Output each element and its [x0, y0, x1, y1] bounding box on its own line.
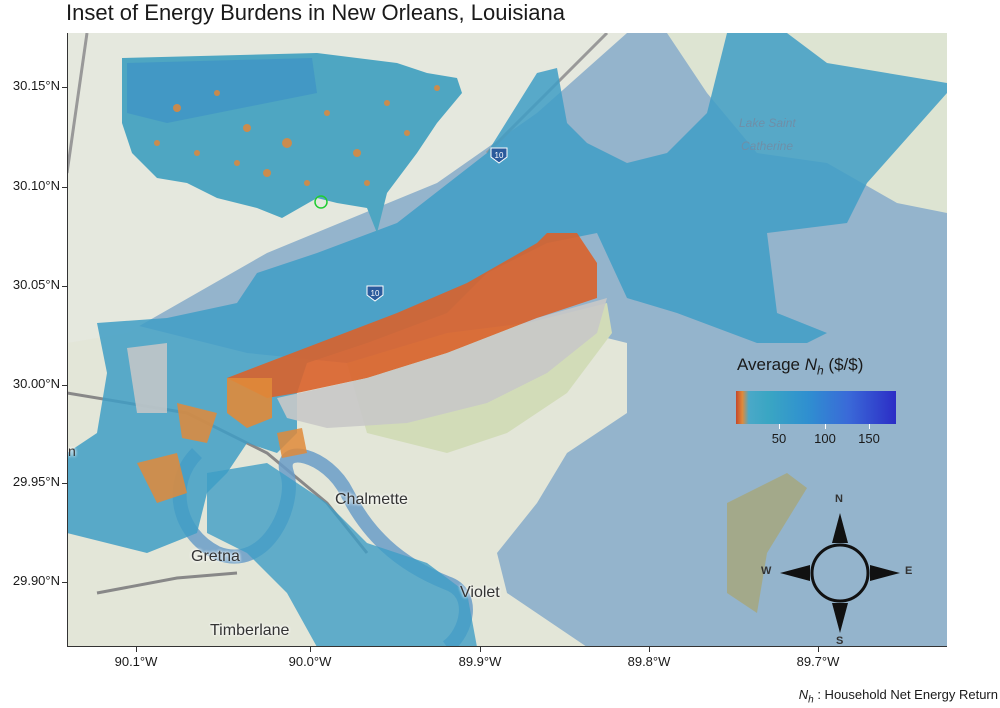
legend-title-subscript: h: [817, 363, 824, 378]
legend-title-prefix: Average: [737, 355, 805, 374]
choropleth-region-high-return[interactable]: [67, 33, 947, 553]
legend-title: Average Nh ($/$): [737, 355, 863, 377]
inset-location-marker: [314, 195, 328, 209]
place-label-violet: Violet: [460, 584, 500, 601]
y-tick-mark: [62, 483, 67, 484]
no-data-region: [127, 343, 167, 413]
y-tick-mark: [62, 582, 67, 583]
caption-symbol: N: [798, 687, 809, 702]
compass-w: W: [761, 565, 772, 577]
map-panel[interactable]: 10 10 Chalmette Gretna Violet Timberlane…: [67, 33, 947, 647]
caption-subscript: h: [808, 694, 814, 706]
compass-s: S: [836, 635, 844, 647]
x-tick-mark: [136, 647, 137, 652]
y-tick-mark: [62, 187, 67, 188]
compass-e: E: [905, 565, 913, 577]
us-inset-hotspots: [154, 85, 440, 186]
legend-tick-label: 150: [858, 431, 880, 446]
legend-tick-label: 50: [771, 431, 787, 446]
choropleth-region-high-return[interactable]: [207, 463, 477, 647]
compass-n: N: [835, 493, 843, 505]
y-tick-label: 29.95°N: [12, 474, 60, 489]
legend-tick-label: 100: [814, 431, 836, 446]
interstate-shield-1: 10: [490, 147, 508, 164]
y-tick-mark: [62, 385, 67, 386]
place-label-gretna: Gretna: [191, 548, 240, 565]
y-tick-mark: [62, 286, 67, 287]
y-tick-label: 30.05°N: [12, 277, 60, 292]
highway: [96, 571, 238, 595]
choropleth-patch[interactable]: [227, 378, 272, 428]
compass-rose: [780, 513, 900, 633]
y-tick-mark: [62, 87, 67, 88]
x-tick-mark: [480, 647, 481, 652]
x-tick-mark: [818, 647, 819, 652]
x-tick-label: 90.1°W: [114, 654, 158, 669]
choropleth-region-low-return[interactable]: [227, 233, 597, 398]
svg-text:10: 10: [371, 289, 380, 298]
place-label-lake: Lake Saint: [739, 116, 796, 130]
x-tick-label: 89.8°W: [627, 654, 671, 669]
map-svg: 10 10: [67, 33, 947, 647]
x-tick-label: 89.7°W: [796, 654, 840, 669]
y-tick-label: 30.10°N: [12, 178, 60, 193]
legend-title-symbol: N: [804, 355, 818, 374]
legend-tick-mark: [779, 424, 780, 429]
place-label-edge: n: [68, 443, 76, 459]
legend-tick-mark: [825, 424, 826, 429]
legend-colorbar: [736, 391, 896, 424]
chart-title: Inset of Energy Burdens in New Orleans, …: [66, 0, 565, 25]
svg-text:10: 10: [495, 151, 504, 160]
marsh-islands: [727, 473, 807, 613]
caption: Nh : Household Net Energy Return: [799, 687, 998, 706]
interstate-shield-2: 10: [366, 285, 384, 302]
place-label-chalmette: Chalmette: [335, 491, 408, 508]
legend-tick-mark: [869, 424, 870, 429]
place-label-timberlane: Timberlane: [210, 622, 290, 639]
place-label-lake-2: Catherine: [741, 139, 794, 153]
x-tick-mark: [649, 647, 650, 652]
no-data-region: [277, 298, 607, 428]
choropleth-patch[interactable]: [277, 428, 307, 458]
y-tick-label: 30.00°N: [12, 376, 60, 391]
caption-text: : Household Net Energy Return: [813, 687, 998, 702]
choropleth-patch[interactable]: [177, 403, 217, 443]
y-tick-label: 30.15°N: [12, 78, 60, 93]
highway: [67, 33, 89, 174]
x-tick-mark: [310, 647, 311, 652]
x-tick-label: 90.0°W: [288, 654, 332, 669]
legend-title-suffix: ($/$): [823, 355, 864, 374]
x-tick-label: 89.9°W: [458, 654, 502, 669]
choropleth-patch[interactable]: [137, 453, 187, 503]
y-tick-label: 29.90°N: [12, 573, 60, 588]
